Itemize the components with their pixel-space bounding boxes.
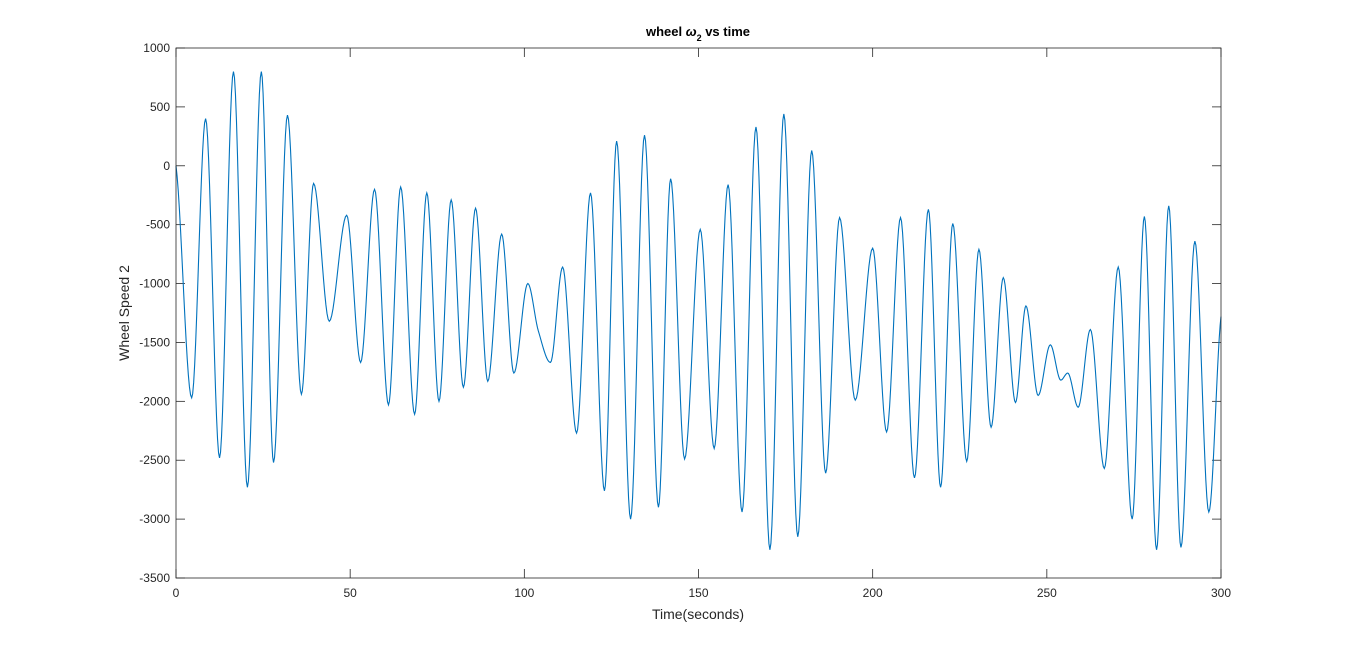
y-tick-label: -1500 [139, 335, 170, 349]
x-tick-label: 100 [514, 586, 534, 600]
x-tick-label: 250 [1037, 586, 1057, 600]
series-line-wheel-speed [175, 71, 1222, 550]
y-tick-label: 0 [163, 159, 170, 173]
plot-area [176, 48, 1221, 578]
y-tick-label: -500 [146, 218, 170, 232]
x-tick-label: 150 [688, 586, 708, 600]
x-tick-labels: 0 50 100 150 200 250 300 [173, 586, 1232, 600]
y-tick-label: -3500 [139, 571, 170, 585]
axes-box [175, 47, 1222, 579]
y-tick-label: -1000 [139, 277, 170, 291]
title-prefix: wheel [645, 24, 686, 39]
y-tick-label: -3000 [139, 512, 170, 526]
chart-title: wheel ω2 vs time [645, 24, 750, 43]
title-subscript: 2 [697, 33, 702, 43]
y-tick-labels: -3500 -3000 -2500 -2000 -1500 -1000 -500 0 500 10… [139, 41, 170, 585]
x-tick-label: 300 [1211, 586, 1231, 600]
y-tick-label: -2000 [139, 394, 170, 408]
x-tick-label: 200 [863, 586, 883, 600]
y-tick-label: -2500 [139, 453, 170, 467]
y-tick-label: 1000 [143, 41, 170, 55]
y-axis-label: Wheel Speed 2 [116, 265, 132, 361]
x-axis-label: Time(seconds) [652, 606, 744, 622]
x-tick-label: 0 [173, 586, 180, 600]
y-tick-label: 500 [150, 100, 170, 114]
title-omega-symbol: ω [686, 24, 697, 39]
title-suffix: vs time [702, 24, 750, 39]
x-tick-label: 50 [343, 586, 357, 600]
